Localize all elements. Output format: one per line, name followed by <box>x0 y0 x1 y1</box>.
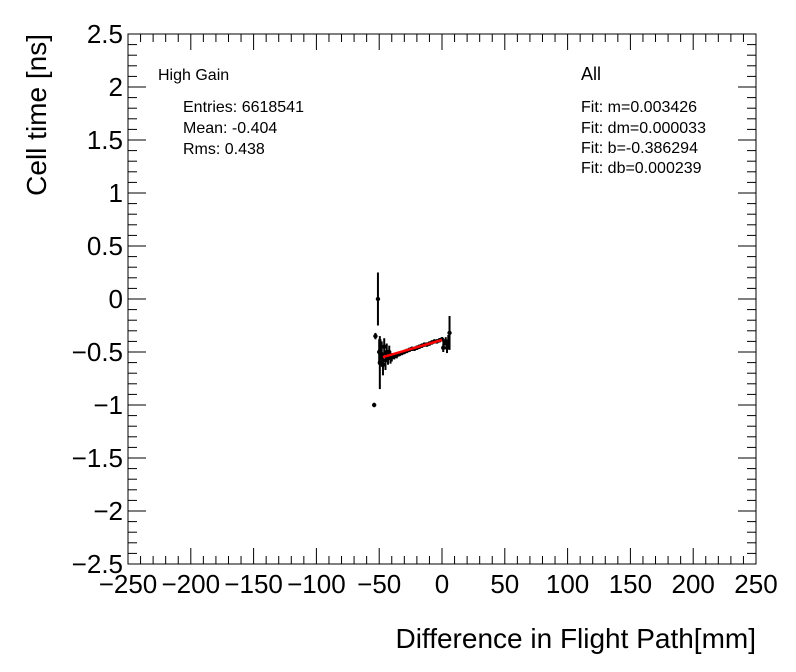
fit-m: Fit: m=0.003426 <box>581 99 697 116</box>
data-point <box>371 402 377 408</box>
x-tick-label: −250 <box>99 569 158 599</box>
data-point <box>373 333 378 339</box>
x-tick-label: 100 <box>546 569 589 599</box>
selection-label: All <box>581 64 601 84</box>
x-axis-title: Difference in Flight Path[mm] <box>395 623 756 654</box>
x-tick-label: 50 <box>490 569 519 599</box>
y-tick-label: 1.5 <box>87 125 123 155</box>
x-tick-label: −200 <box>162 569 221 599</box>
stat-mean: Mean: -0.404 <box>183 120 277 137</box>
stat-entries: Entries: 6618541 <box>183 99 304 116</box>
axis-ticks <box>127 33 757 565</box>
fit-line <box>382 338 443 359</box>
x-tick-label: −150 <box>224 569 283 599</box>
gain-label: High Gain <box>158 67 229 84</box>
y-axis-title: Cell time [ns] <box>21 34 52 196</box>
x-tick-label: −100 <box>287 569 346 599</box>
data-point <box>382 344 387 349</box>
data-point <box>380 362 386 367</box>
y-tick-label: −1.5 <box>72 443 123 473</box>
data-point <box>375 296 381 302</box>
y-tick-label: −1 <box>93 390 123 420</box>
x-tick-labels: −250 −200 −150 −100 −50 0 50 100 150 200 250 <box>99 569 778 599</box>
x-tick-label: 0 <box>435 569 449 599</box>
y-tick-label: −0.5 <box>72 337 123 367</box>
fit-db: Fit: db=0.000239 <box>581 160 702 177</box>
y-tick-label: −2 <box>93 496 123 526</box>
x-tick-label: 250 <box>734 569 777 599</box>
x-tick-label: −50 <box>357 569 401 599</box>
y-tick-label: 1 <box>109 178 123 208</box>
stat-rms: Rms: 0.438 <box>183 141 265 158</box>
data-point <box>441 345 446 350</box>
y-tick-label: 2 <box>109 72 123 102</box>
y-tick-label: −2.5 <box>72 549 123 579</box>
y-tick-label: 0.5 <box>87 231 123 261</box>
y-tick-label: 0 <box>109 284 123 314</box>
data-point <box>447 330 452 336</box>
y-tick-labels: −2.5 −2 −1.5 −1 −0.5 0 0.5 1 1.5 2 2.5 <box>72 19 123 579</box>
fit-dm: Fit: dm=0.000033 <box>581 120 706 137</box>
fit-b: Fit: b=-0.386294 <box>581 140 698 157</box>
y-tick-label: 2.5 <box>87 19 123 49</box>
x-tick-label: 150 <box>609 569 652 599</box>
x-tick-label: 200 <box>672 569 715 599</box>
